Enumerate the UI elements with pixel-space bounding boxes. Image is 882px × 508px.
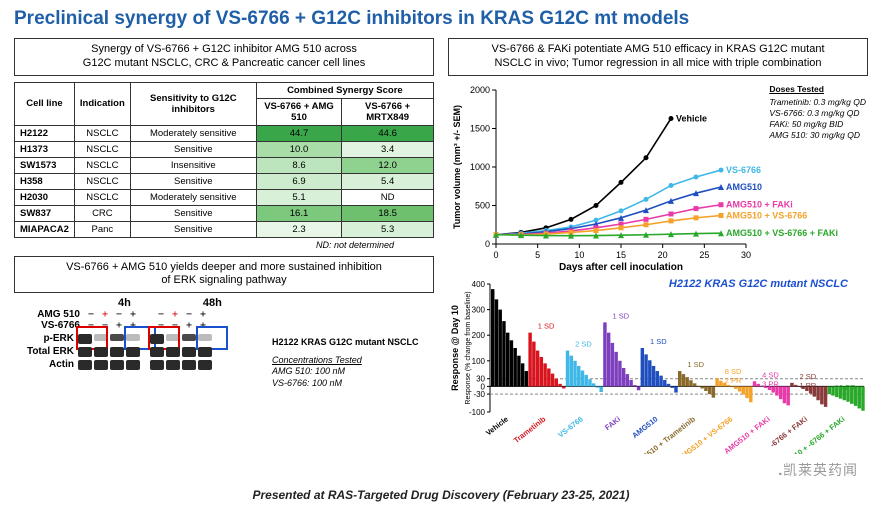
svg-text:10: 10 xyxy=(574,250,584,260)
wf-title: H2122 KRAS G12C mutant NSCLC xyxy=(669,278,848,290)
svg-text:500: 500 xyxy=(475,200,490,210)
panel1: Synergy of VS-6766 + G12C inhibitor AMG … xyxy=(14,38,434,250)
svg-text:2000: 2000 xyxy=(470,85,490,95)
tumor-chart: 0 5 10 15 20 25 30 0 500 1000 1500 2000 Tumor volume… xyxy=(448,82,868,272)
panel1-title: Synergy of VS-6766 + G12C inhibitor AMG … xyxy=(14,38,434,76)
panel2: VS-6766 + AMG 510 yields deeper and more… xyxy=(14,256,434,428)
svg-text:100: 100 xyxy=(472,356,486,365)
svg-text:AMG510 + VS-6766 + FAKi: AMG510 + VS-6766 + FAKi xyxy=(726,228,838,238)
svg-text:-100: -100 xyxy=(469,408,486,417)
svg-text:Days after cell inoculation: Days after cell inoculation xyxy=(559,262,683,272)
svg-text:30: 30 xyxy=(476,374,485,383)
svg-text:Response @ Day 10: Response @ Day 10 xyxy=(450,305,460,391)
svg-text:0: 0 xyxy=(485,239,490,249)
svg-text:30: 30 xyxy=(741,250,751,260)
svg-text:20: 20 xyxy=(658,250,668,260)
svg-text:1500: 1500 xyxy=(470,123,490,133)
svg-text:Tumor volume (mm³ +/- SEM): Tumor volume (mm³ +/- SEM) xyxy=(452,104,462,228)
svg-text:1000: 1000 xyxy=(470,162,490,172)
svg-text:AMG510: AMG510 xyxy=(630,414,659,440)
svg-text:400: 400 xyxy=(472,280,486,289)
svg-text:1 SD: 1 SD xyxy=(650,337,667,346)
right-column: VS-6766 & FAKi potentiate AMG 510 effica… xyxy=(448,38,868,454)
svg-text:Response (% change from baseli: Response (% change from baseline) xyxy=(465,291,472,404)
doses-legend: Doses Tested Trametinib: 0.3 mg/kg QDVS-… xyxy=(769,84,866,141)
svg-text:Vehicle: Vehicle xyxy=(484,414,510,437)
svg-text:5: 5 xyxy=(535,250,540,260)
svg-text:1 SD: 1 SD xyxy=(613,311,630,320)
svg-text:2 SD: 2 SD xyxy=(800,371,817,380)
svg-text:200: 200 xyxy=(472,331,486,340)
svg-text:-30: -30 xyxy=(473,390,485,399)
footer: Presented at RAS-Targeted Drug Discovery… xyxy=(0,488,882,502)
svg-text:AMG510 + FAKi: AMG510 + FAKi xyxy=(726,199,793,209)
svg-text:1 PR: 1 PR xyxy=(800,380,817,389)
svg-text:AMG510 + VS-6766: AMG510 + VS-6766 xyxy=(726,210,807,220)
panel3-title: VS-6766 & FAKi potentiate AMG 510 effica… xyxy=(448,38,868,76)
svg-text:Trametinib: Trametinib xyxy=(512,414,548,445)
svg-text:3 PR: 3 PR xyxy=(762,379,779,388)
svg-text:FAKi: FAKi xyxy=(603,414,622,432)
nd-note: ND: not determined xyxy=(14,240,394,250)
svg-text:300: 300 xyxy=(472,305,486,314)
svg-text:Vehicle: Vehicle xyxy=(676,113,707,123)
left-column: Synergy of VS-6766 + G12C inhibitor AMG … xyxy=(14,38,434,427)
svg-text:2 PR: 2 PR xyxy=(725,376,742,385)
watermark: ᎐᎐᎐凯莱英药闻 xyxy=(779,460,858,480)
svg-text:AMG510: AMG510 xyxy=(726,182,762,192)
western-blot: 4h48hAMG 510−+−+−+−+VS-6766−−++−−++p-ERK… xyxy=(14,297,434,427)
svg-text:4 SD: 4 SD xyxy=(762,370,779,379)
svg-text:0: 0 xyxy=(493,250,498,260)
wb-model: H2122 KRAS G12C mutant NSCLC xyxy=(272,337,419,349)
synergy-table: Cell lineIndicationSensitivity to G12C i… xyxy=(14,82,434,238)
panel2-title: VS-6766 + AMG 510 yields deeper and more… xyxy=(14,256,434,294)
svg-text:1 SD: 1 SD xyxy=(687,360,704,369)
svg-text:VS-6766: VS-6766 xyxy=(556,414,585,439)
waterfall-svg: -100 -30030 100 200 300 400 Response @ Day 10 R… xyxy=(448,274,868,454)
svg-text:2 SD: 2 SD xyxy=(575,339,592,348)
svg-text:8 SD: 8 SD xyxy=(725,367,742,376)
svg-text:0: 0 xyxy=(481,382,486,391)
svg-text:1 SD: 1 SD xyxy=(538,321,555,330)
conc-hd: Concentrations Tested xyxy=(272,355,419,367)
waterfall-chart: H2122 KRAS G12C mutant NSCLC -100 -30030 1… xyxy=(448,274,868,454)
svg-text:10 PR: 10 PR xyxy=(835,383,856,392)
svg-text:15: 15 xyxy=(616,250,626,260)
slide-title: Preclinical synergy of VS-6766 + G12C in… xyxy=(0,0,882,34)
wb-notes: H2122 KRAS G12C mutant NSCLC Concentrati… xyxy=(272,337,419,390)
svg-text:25: 25 xyxy=(699,250,709,260)
doses-hd: Doses Tested xyxy=(769,84,866,95)
svg-text:VS-6766: VS-6766 xyxy=(726,165,761,175)
